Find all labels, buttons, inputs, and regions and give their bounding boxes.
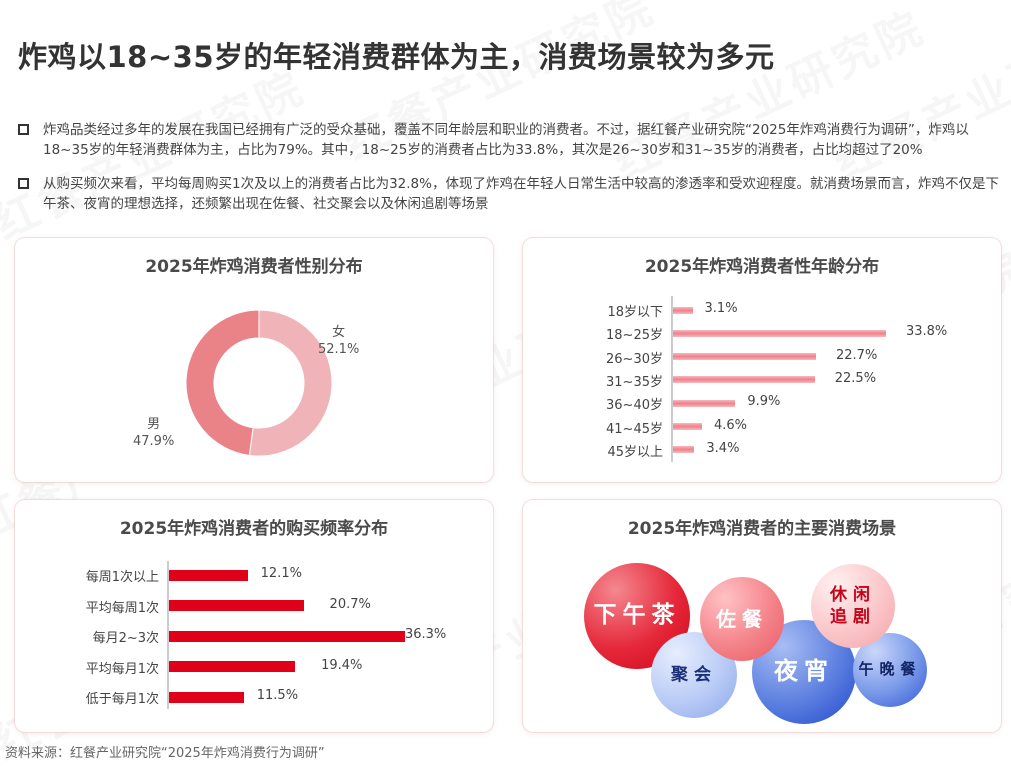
bar-value-label: 12.1% [260,566,302,581]
bullet-text: 炸鸡品类经过多年的发展在我国已经拥有广泛的受众基础，覆盖不同年龄层和职业的消费者… [43,122,969,158]
bar-category-label: 41~45岁 [606,421,663,437]
bar [169,691,244,703]
bubble-label: 休闲 [830,584,876,605]
axis-line [671,296,673,462]
bar-category-label: 18岁以下 [607,305,663,320]
gender-chart-card: 2025年炸鸡消费者性别分布 女 52.1% 男 47.9% [15,238,493,482]
bar [673,353,816,361]
bar [169,569,248,581]
bar-value-label: 22.7% [836,347,878,363]
donut-label-male: 男 47.9% [133,416,174,450]
bullet-item: 从购买频次来看，平均每周购买1次及以上的消费者占比为32.8%，体现了炸鸡在年轻… [18,174,1008,214]
bullet-list: 炸鸡品类经过多年的发展在我国已经拥有广泛的受众基础，覆盖不同年龄层和职业的消费者… [18,120,1008,228]
bar-value-label: 3.1% [704,301,738,316]
page-title: 炸鸡以18~35岁的年轻消费群体为主，消费场景较为多元 [18,40,775,74]
bar-category-label: 45岁以上 [607,444,663,460]
bar-category-label: 平均每月1次 [85,661,159,677]
bubble-label: 追剧 [830,607,876,627]
bar [673,376,815,384]
bar-value-label: 4.6% [713,417,747,433]
bar [673,423,702,430]
bar [673,306,693,314]
bar [673,399,736,407]
bullet-item: 炸鸡品类经过多年的发展在我国已经拥有广泛的受众基础，覆盖不同年龄层和职业的消费者… [18,120,1008,160]
age-chart-card: 2025年炸鸡消费者性年龄分布 18岁以下 3.1% 18~25岁 33.8% 26~3… [523,238,1001,482]
chart-title: 2025年炸鸡消费者性年龄分布 [644,257,880,277]
axis-line [167,561,169,709]
label-category: 女 [332,325,346,340]
bar-value-label: 22.5% [834,370,877,386]
bar-category-label: 低于每月1次 [85,692,159,707]
bar-category-label: 31~35岁 [606,374,663,390]
bubble-label: 夜宵 [774,657,834,686]
bar [673,329,886,337]
square-bullet-icon [18,178,29,189]
bar [169,600,304,611]
bar-value-label: 20.7% [329,596,371,612]
bar-value-label: 36.3% [404,627,447,642]
bubble-label: 下午茶 [593,602,681,629]
label-value: 47.9% [133,434,175,449]
donut-label-female: 女 52.1% [318,324,359,358]
bar-value-label: 33.8% [905,324,948,340]
bubble-label: 聚会 [671,664,717,685]
bar [169,661,296,672]
frequency-chart-card: 2025年炸鸡消费者的购买频率分布 每周1次以上 12.1% 平均每周1次 20.7%… [15,500,493,732]
donut-svg [185,309,333,457]
bar [673,446,695,454]
donut-chart [185,309,333,457]
bar-category-label: 36~40岁 [606,398,663,414]
bar-category-label: 18~25岁 [606,328,663,344]
bar-category-label: 每月2~3次 [92,631,159,646]
bubble-label: 午晚餐 [858,660,922,679]
bar-category-label: 每周1次以上 [85,570,159,585]
source-note: 资料来源：红餐产业研究院“2025年炸鸡消费行为调研” [5,746,325,761]
chart-title: 2025年炸鸡消费者的购买频率分布 [119,519,389,539]
chart-title: 2025年炸鸡消费者性别分布 [145,257,363,277]
bar-value-label: 9.9% [747,394,781,410]
square-bullet-icon [18,124,29,135]
label-category: 男 [147,417,161,432]
bar-value-label: 19.4% [321,657,363,673]
bar-category-label: 26~30岁 [606,351,663,367]
bar-value-label: 3.4% [706,440,740,456]
bubble-leisure: 休闲 追剧 [811,564,895,648]
bubble-label: 佐餐 [716,607,768,631]
bar [169,630,405,642]
bubble-side-dish: 佐餐 [700,577,784,661]
scene-chart-card: 2025年炸鸡消费者的主要消费场景 下午茶 聚会 佐餐 夜宵 休闲 追剧 午晚餐 [523,500,1001,732]
donut-slice [185,309,260,456]
label-value: 52.1% [318,342,360,357]
bar-value-label: 11.5% [256,688,299,703]
donut-slice [248,309,333,457]
bar-category-label: 平均每周1次 [85,600,159,616]
bullet-text: 从购买频次来看，平均每周购买1次及以上的消费者占比为32.8%，体现了炸鸡在年轻… [43,176,999,212]
chart-title: 2025年炸鸡消费者的主要消费场景 [627,519,897,539]
